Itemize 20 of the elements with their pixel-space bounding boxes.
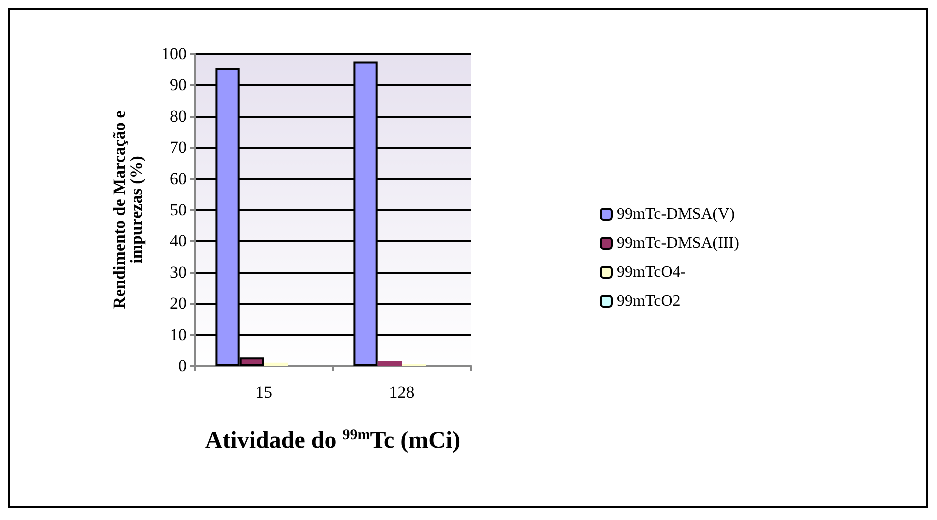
x-tick-label: 128 xyxy=(389,383,415,402)
y-tick-label: 90 xyxy=(170,76,187,95)
y-tick-label: 10 xyxy=(170,325,187,344)
legend-label: 99mTc-DMSA(V) xyxy=(617,206,735,223)
bar xyxy=(378,361,402,366)
y-tick-label: 100 xyxy=(162,44,187,64)
legend-label: 99mTcO4- xyxy=(617,264,686,281)
y-tick-label: 20 xyxy=(170,294,187,314)
y-tick-label: 30 xyxy=(170,262,187,282)
y-axis-title: Rendimento de Marcação e impurezas (%) xyxy=(110,110,146,310)
y-tick-label: 0 xyxy=(178,356,187,376)
y-tick-label: 50 xyxy=(170,200,187,220)
legend-label: 99mTc-DMSA(III) xyxy=(617,235,740,252)
bar xyxy=(264,362,288,366)
legend-label: 99mTcO2 xyxy=(617,293,681,310)
y-tick-label: 70 xyxy=(170,138,187,158)
x-tick-label: 15 xyxy=(256,383,272,402)
y-tick-label: 60 xyxy=(170,169,187,188)
y-tick-label: 80 xyxy=(170,106,187,126)
y-tick-label: 40 xyxy=(170,232,187,251)
